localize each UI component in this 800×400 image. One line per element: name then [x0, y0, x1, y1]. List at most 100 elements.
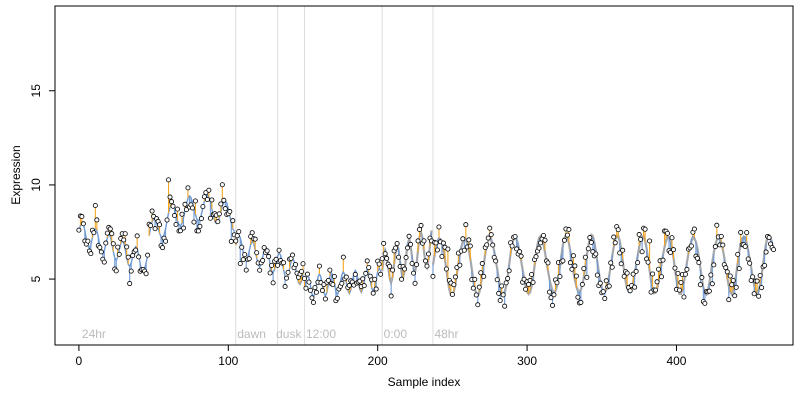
data-point-288: [506, 268, 512, 274]
data-point-69: [179, 211, 185, 217]
data-point-440: [733, 284, 739, 290]
data-point-299: [523, 286, 529, 292]
data-point-287: [505, 276, 511, 282]
data-point-46: [145, 252, 151, 258]
data-point-157: [310, 299, 316, 305]
data-point-210: [390, 267, 396, 273]
data-point-274: [485, 235, 491, 241]
data-point-97: [221, 197, 227, 203]
data-point-282: [497, 298, 503, 304]
data-point-127: [266, 254, 272, 260]
data-point-19: [104, 230, 110, 236]
data-point-284: [500, 292, 506, 298]
data-point-116: [249, 230, 255, 236]
data-point-442: [736, 266, 742, 272]
data-point-227: [415, 238, 421, 244]
data-point-26: [115, 244, 121, 250]
data-point-111: [242, 252, 248, 258]
x-tick-label-0: 0: [76, 354, 83, 368]
axes: 0 100 200 300 400 5 10 15: [29, 84, 687, 368]
data-point-397: [669, 235, 675, 241]
data-point-223: [409, 261, 415, 267]
data-point-88: [207, 215, 213, 221]
data-point-306: [533, 254, 539, 260]
data-point-205: [382, 251, 388, 257]
data-point-358: [611, 234, 617, 240]
data-point-403: [678, 279, 684, 285]
data-point-401: [675, 270, 681, 276]
data-point-265: [472, 276, 478, 282]
data-point-38: [133, 247, 139, 253]
data-point-153: [304, 271, 310, 277]
data-point-152: [303, 285, 309, 291]
data-point-93: [215, 219, 221, 225]
region-labels: 24hr dawn dusk 12:00 0:00 48hr: [82, 327, 459, 341]
data-point-138: [282, 284, 288, 290]
data-point-33: [125, 254, 131, 260]
data-point-267: [475, 302, 481, 308]
data-point-433: [723, 265, 729, 271]
data-point-375: [636, 232, 642, 238]
data-point-247: [445, 246, 451, 252]
data-point-73: [185, 185, 191, 191]
data-point-352: [602, 296, 608, 302]
data-point-386: [653, 287, 659, 293]
data-point-431: [720, 242, 726, 248]
data-point-237: [430, 273, 436, 279]
data-point-437: [729, 282, 735, 288]
data-point-170: [330, 282, 336, 288]
data-point-377: [639, 249, 645, 255]
data-point-140: [285, 269, 291, 275]
data-point-70: [180, 225, 186, 231]
data-point-312: [542, 237, 548, 243]
fit-line-1: [148, 193, 235, 239]
data-point-219: [403, 255, 409, 261]
data-point-94: [216, 211, 222, 217]
data-point-341: [585, 246, 591, 252]
data-point-454: [754, 278, 760, 284]
data-point-271: [481, 273, 487, 279]
data-point-356: [608, 260, 614, 266]
data-point-15: [98, 249, 104, 255]
data-point-270: [479, 261, 485, 267]
data-point-435: [726, 297, 732, 303]
data-point-226: [414, 262, 420, 268]
data-point-252: [452, 274, 458, 280]
data-point-150: [300, 261, 306, 267]
data-point-343: [588, 239, 594, 245]
data-point-459: [762, 263, 768, 269]
data-point-382: [647, 238, 653, 244]
data-point-149: [298, 268, 304, 274]
data-point-63: [170, 203, 176, 209]
data-point-290: [509, 243, 515, 249]
data-point-220: [405, 245, 411, 251]
data-point-83: [200, 204, 206, 210]
data-point-159: [313, 289, 319, 295]
data-point-419: [702, 300, 708, 306]
data-point-158: [312, 285, 318, 291]
data-point-204: [381, 240, 387, 246]
data-point-64: [172, 213, 178, 219]
data-point-406: [682, 271, 688, 277]
data-point-165: [322, 296, 328, 302]
data-point-49: [149, 208, 155, 214]
region-label-1: dawn: [237, 327, 266, 341]
data-point-314: [545, 260, 551, 266]
region-label-5: 48hr: [434, 327, 458, 341]
data-point-218: [402, 266, 408, 272]
data-point-410: [688, 243, 694, 249]
data-point-240: [434, 247, 440, 253]
data-point-309: [538, 240, 544, 246]
data-point-455: [756, 293, 762, 299]
data-point-347: [594, 272, 600, 278]
data-point-275: [487, 225, 493, 231]
data-point-81: [197, 223, 203, 229]
data-point-351: [600, 289, 606, 295]
data-point-359: [612, 240, 618, 246]
data-point-261: [466, 237, 472, 243]
data-point-390: [659, 274, 665, 280]
data-point-193: [364, 258, 370, 264]
data-point-416: [697, 282, 703, 288]
data-point-8: [88, 251, 94, 257]
